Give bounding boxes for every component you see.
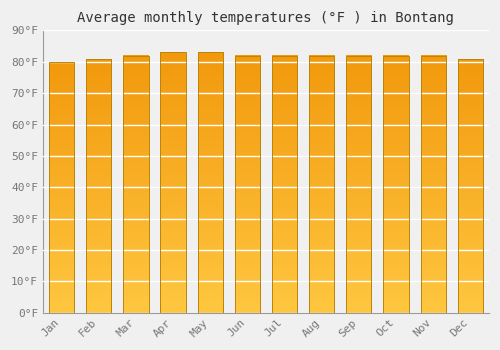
Bar (346, 56, 372, 313)
Bar (384, 56, 408, 313)
Bar (86, 59, 112, 313)
Bar (420, 56, 446, 313)
Bar (123, 56, 148, 313)
Bar (160, 52, 186, 313)
Bar (309, 56, 334, 313)
Bar (272, 56, 297, 313)
Bar (49, 62, 74, 313)
Title: Average monthly temperatures (°F ) in Bontang: Average monthly temperatures (°F ) in Bo… (78, 11, 454, 25)
Bar (458, 59, 483, 313)
Bar (198, 52, 223, 313)
Bar (234, 56, 260, 313)
